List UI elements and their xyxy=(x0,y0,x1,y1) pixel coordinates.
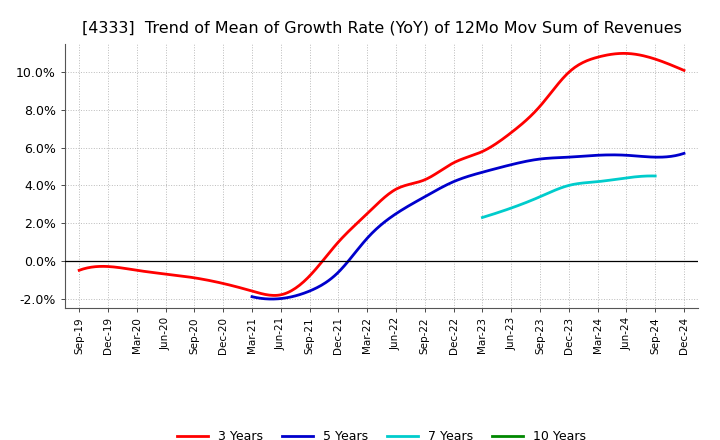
Line: 5 Years: 5 Years xyxy=(252,154,684,299)
Line: 7 Years: 7 Years xyxy=(482,176,655,217)
3 Years xyxy=(587,57,595,62)
7 Years xyxy=(478,215,487,220)
7 Years xyxy=(580,180,589,185)
3 Years xyxy=(437,168,446,173)
7 Years xyxy=(479,215,487,220)
7 Years xyxy=(584,180,593,185)
Title: [4333]  Trend of Mean of Growth Rate (YoY) of 12Mo Mov Sum of Revenues: [4333] Trend of Mean of Growth Rate (YoY… xyxy=(81,21,682,36)
7 Years xyxy=(581,180,590,185)
3 Years xyxy=(435,169,444,174)
3 Years xyxy=(269,293,278,298)
5 Years xyxy=(505,162,513,168)
5 Years xyxy=(513,161,522,166)
5 Years xyxy=(641,154,649,159)
5 Years xyxy=(613,152,622,158)
3 Years xyxy=(627,51,636,56)
7 Years xyxy=(647,173,656,179)
3 Years xyxy=(447,161,456,167)
5 Years xyxy=(248,294,256,299)
5 Years xyxy=(268,297,276,302)
5 Years xyxy=(249,294,258,300)
5 Years xyxy=(506,162,515,168)
Line: 3 Years: 3 Years xyxy=(79,53,684,295)
3 Years xyxy=(77,267,86,272)
7 Years xyxy=(635,174,644,179)
Legend: 3 Years, 5 Years, 7 Years, 10 Years: 3 Years, 5 Years, 7 Years, 10 Years xyxy=(172,425,591,440)
7 Years xyxy=(651,173,660,179)
3 Years xyxy=(619,51,628,56)
3 Years xyxy=(680,68,688,73)
7 Years xyxy=(624,175,632,180)
3 Years xyxy=(75,268,84,273)
5 Years xyxy=(680,151,688,156)
